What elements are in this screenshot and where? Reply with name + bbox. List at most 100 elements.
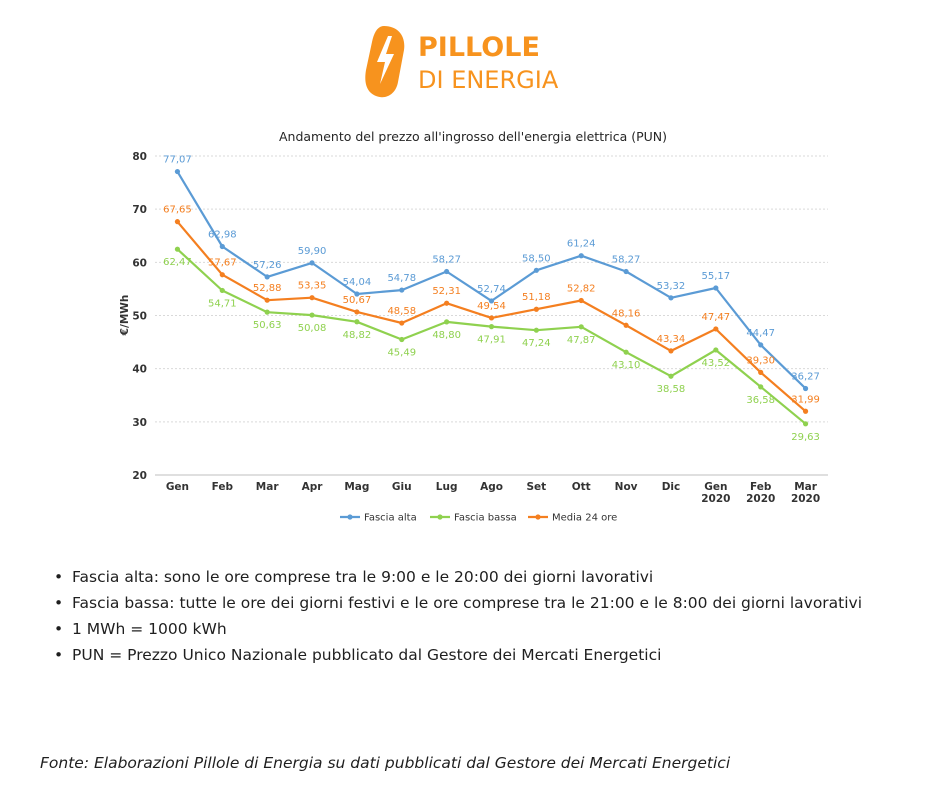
data-point bbox=[444, 268, 450, 275]
data-point bbox=[354, 319, 360, 325]
data-point bbox=[264, 274, 270, 280]
data-label: 45,49 bbox=[387, 347, 416, 358]
legend-label: Fascia bassa bbox=[454, 513, 517, 524]
data-label: 54,78 bbox=[387, 273, 416, 284]
price-line-chart: Andamento del prezzo all'ingrosso dell'e… bbox=[119, 129, 828, 524]
data-label: 53,35 bbox=[298, 281, 327, 292]
data-label: 48,58 bbox=[387, 306, 416, 317]
y-tick-label: 80 bbox=[132, 151, 147, 163]
data-point bbox=[174, 246, 181, 252]
legend-item: Media 24 ore bbox=[528, 513, 617, 524]
data-point bbox=[623, 322, 629, 328]
y-tick-label: 50 bbox=[132, 311, 147, 323]
data-label: 55,17 bbox=[702, 271, 731, 282]
data-label: 50,67 bbox=[343, 295, 372, 306]
data-point bbox=[758, 369, 764, 375]
data-label: 47,91 bbox=[477, 335, 506, 346]
data-point bbox=[713, 285, 719, 291]
data-label: 36,27 bbox=[791, 371, 820, 382]
x-tick-label: Set bbox=[527, 481, 547, 493]
grid-lines bbox=[155, 155, 828, 476]
x-axis-ticks: Gen Feb Mar Apr Mag Giu Lug Ago Set Ott Nov Dic Gen2… bbox=[166, 481, 820, 505]
data-label: 52,88 bbox=[253, 283, 282, 294]
data-point bbox=[309, 260, 315, 266]
data-point bbox=[713, 347, 719, 353]
data-label: 43,52 bbox=[702, 358, 731, 369]
data-label: 54,71 bbox=[208, 298, 237, 309]
logo-line1: PILLOLE bbox=[418, 32, 540, 63]
logo: PILLOLE DI ENERGIA bbox=[365, 26, 559, 98]
data-point bbox=[802, 385, 809, 392]
x-tick-label: Mar bbox=[256, 481, 280, 493]
data-label: 36,58 bbox=[746, 395, 775, 406]
x-tick-label: Mar bbox=[794, 481, 818, 493]
data-point bbox=[174, 168, 181, 175]
data-point bbox=[399, 336, 405, 343]
lightning-bolt-icon bbox=[365, 26, 405, 98]
x-tick-label: Feb bbox=[750, 481, 772, 493]
data-label: 67,65 bbox=[163, 205, 192, 216]
y-tick-label: 40 bbox=[132, 364, 147, 376]
data-point bbox=[578, 324, 584, 330]
data-point bbox=[354, 291, 360, 297]
data-label: 54,04 bbox=[343, 277, 372, 288]
data-point bbox=[264, 297, 270, 303]
data-label: 62,98 bbox=[208, 229, 237, 240]
x-tick-label: 2020 bbox=[791, 493, 820, 505]
notes-list: Fascia alta: sono le ore comprese tra le… bbox=[52, 564, 862, 668]
data-point bbox=[668, 373, 674, 379]
data-label: 50,63 bbox=[253, 320, 282, 331]
note-item: 1 MWh = 1000 kWh bbox=[52, 616, 862, 642]
logo-line2: DI ENERGIA bbox=[418, 66, 559, 94]
data-point bbox=[758, 384, 764, 390]
data-point bbox=[802, 421, 809, 427]
x-tick-label: 2020 bbox=[701, 493, 730, 505]
data-point bbox=[668, 295, 674, 301]
data-label: 58,50 bbox=[522, 253, 551, 264]
data-point bbox=[219, 243, 225, 250]
data-point bbox=[533, 267, 539, 273]
data-point bbox=[713, 326, 719, 332]
data-point bbox=[488, 298, 495, 304]
data-label: 77,07 bbox=[163, 155, 192, 166]
series-fascia-alta: 77,07 62,98 57,26 59,90 54,04 54,78 58,27 52,74… bbox=[163, 155, 820, 392]
legend-marker bbox=[347, 514, 353, 520]
data-label: 49,54 bbox=[477, 301, 506, 312]
legend-label: Media 24 ore bbox=[552, 513, 617, 524]
data-point bbox=[623, 349, 629, 355]
x-tick-label: Lug bbox=[436, 481, 458, 493]
y-axis-ticks: 20 30 40 50 60 70 80 bbox=[132, 151, 147, 482]
data-point bbox=[354, 309, 360, 315]
y-tick-label: 70 bbox=[132, 204, 147, 216]
data-point bbox=[623, 268, 629, 275]
chart-title: Andamento del prezzo all'ingrosso dell'e… bbox=[279, 129, 667, 144]
data-point bbox=[444, 319, 450, 325]
legend-marker bbox=[437, 514, 443, 520]
legend-marker bbox=[535, 514, 541, 520]
data-point bbox=[399, 287, 405, 293]
y-tick-label: 60 bbox=[132, 257, 147, 269]
data-label: 39,30 bbox=[746, 355, 775, 366]
y-tick-label: 20 bbox=[132, 470, 147, 482]
data-label: 58,27 bbox=[432, 255, 461, 266]
data-point bbox=[668, 348, 674, 354]
data-point bbox=[219, 272, 225, 278]
data-point bbox=[309, 295, 315, 301]
data-label: 62,47 bbox=[163, 257, 192, 268]
data-label: 48,82 bbox=[343, 330, 372, 341]
y-tick-label: 30 bbox=[132, 417, 147, 429]
data-label: 29,63 bbox=[791, 432, 820, 443]
data-label: 47,87 bbox=[567, 335, 596, 346]
x-tick-label: Apr bbox=[302, 481, 324, 493]
data-point bbox=[578, 297, 584, 304]
data-label: 38,58 bbox=[657, 384, 686, 395]
data-label: 48,16 bbox=[612, 308, 641, 319]
data-point bbox=[488, 324, 495, 330]
data-label: 48,80 bbox=[432, 330, 461, 341]
data-label: 61,24 bbox=[567, 239, 596, 250]
data-point bbox=[174, 219, 181, 225]
data-point bbox=[488, 315, 495, 321]
data-label: 52,74 bbox=[477, 284, 506, 295]
data-label: 57,26 bbox=[253, 260, 282, 271]
x-tick-label: Mag bbox=[344, 481, 369, 493]
